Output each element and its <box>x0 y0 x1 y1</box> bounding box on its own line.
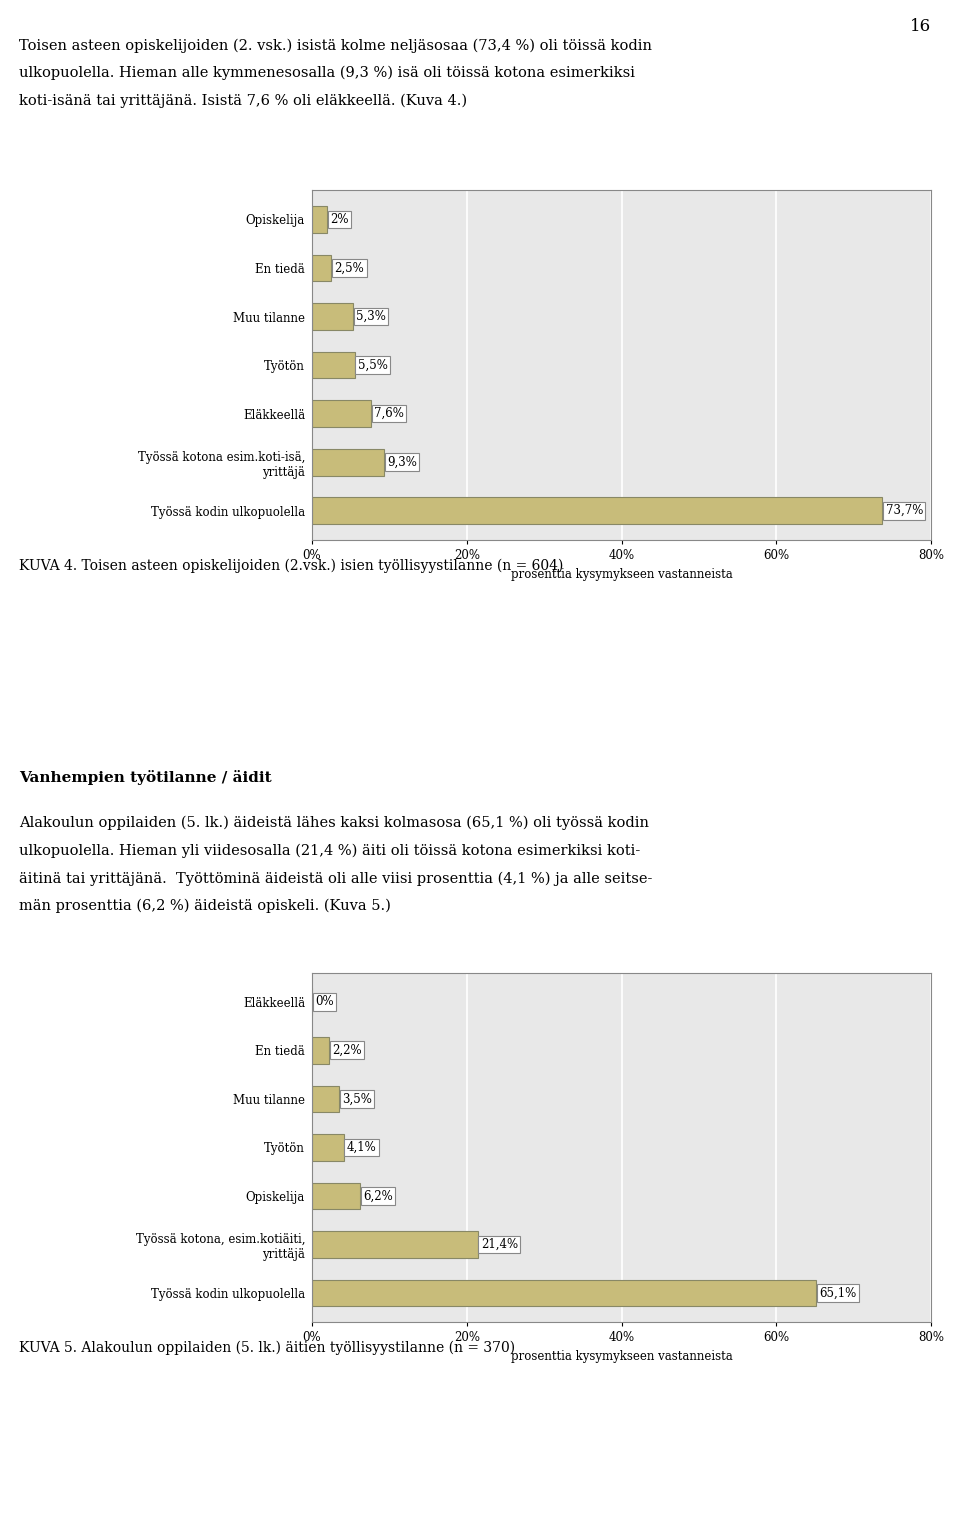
Text: 2,5%: 2,5% <box>334 261 364 275</box>
Text: 9,3%: 9,3% <box>387 456 417 469</box>
Bar <box>312 497 882 525</box>
Text: 2,2%: 2,2% <box>332 1043 362 1057</box>
Text: 16: 16 <box>910 18 931 35</box>
Text: 6,2%: 6,2% <box>363 1189 393 1203</box>
Bar <box>312 1037 329 1063</box>
Text: Vanhempien työtilanne / äidit: Vanhempien työtilanne / äidit <box>19 770 272 785</box>
X-axis label: prosenttia kysymykseen vastanneista: prosenttia kysymykseen vastanneista <box>511 1350 732 1362</box>
Text: koti-isänä tai yrittäjänä. Isistä 7,6 % oli eläkkeellä. (Kuva 4.): koti-isänä tai yrittäjänä. Isistä 7,6 % … <box>19 94 468 107</box>
Text: 65,1%: 65,1% <box>819 1287 856 1299</box>
Text: män prosenttia (6,2 %) äideistä opiskeli. (Kuva 5.): män prosenttia (6,2 %) äideistä opiskeli… <box>19 899 391 913</box>
Text: KUVA 5. Alakoulun oppilaiden (5. lk.) äitien työllisyystilanne (n = 370): KUVA 5. Alakoulun oppilaiden (5. lk.) äi… <box>19 1341 516 1355</box>
Bar <box>312 449 384 476</box>
Bar <box>312 1232 478 1258</box>
Text: 0%: 0% <box>315 996 334 1008</box>
Bar <box>312 1279 816 1307</box>
Bar <box>312 1086 339 1112</box>
Text: 3,5%: 3,5% <box>342 1092 372 1106</box>
Text: äitinä tai yrittäjänä.  Työttöminä äideistä oli alle viisi prosenttia (4,1 %) ja: äitinä tai yrittäjänä. Työttöminä äideis… <box>19 871 653 885</box>
Text: ulkopuolella. Hieman alle kymmenesosalla (9,3 %) isä oli töissä kotona esimerkik: ulkopuolella. Hieman alle kymmenesosalla… <box>19 66 636 80</box>
Bar <box>312 1134 344 1161</box>
Text: Toisen asteen opiskelijoiden (2. vsk.) isistä kolme neljäsosaa (73,4 %) oli töis: Toisen asteen opiskelijoiden (2. vsk.) i… <box>19 38 652 52</box>
Text: KUVA 4. Toisen asteen opiskelijoiden (2.vsk.) isien työllisyystilanne (n = 604): KUVA 4. Toisen asteen opiskelijoiden (2.… <box>19 558 564 572</box>
Text: ulkopuolella. Hieman yli viidesosalla (21,4 %) äiti oli töissä kotona esimerkiks: ulkopuolella. Hieman yli viidesosalla (2… <box>19 844 640 858</box>
Bar <box>312 351 354 379</box>
Text: 2%: 2% <box>330 213 349 225</box>
Bar <box>312 1183 360 1209</box>
Text: 5,3%: 5,3% <box>356 310 386 324</box>
Text: 7,6%: 7,6% <box>374 407 404 420</box>
Bar <box>312 206 327 233</box>
Bar <box>312 400 371 426</box>
Bar <box>312 304 353 330</box>
Text: 5,5%: 5,5% <box>358 359 388 371</box>
X-axis label: prosenttia kysymykseen vastanneista: prosenttia kysymykseen vastanneista <box>511 568 732 580</box>
Text: 73,7%: 73,7% <box>885 505 923 517</box>
Text: Alakoulun oppilaiden (5. lk.) äideistä lähes kaksi kolmasosa (65,1 %) oli työssä: Alakoulun oppilaiden (5. lk.) äideistä l… <box>19 816 649 830</box>
Text: 21,4%: 21,4% <box>481 1238 517 1252</box>
Bar <box>312 255 331 281</box>
Text: 4,1%: 4,1% <box>347 1141 376 1154</box>
